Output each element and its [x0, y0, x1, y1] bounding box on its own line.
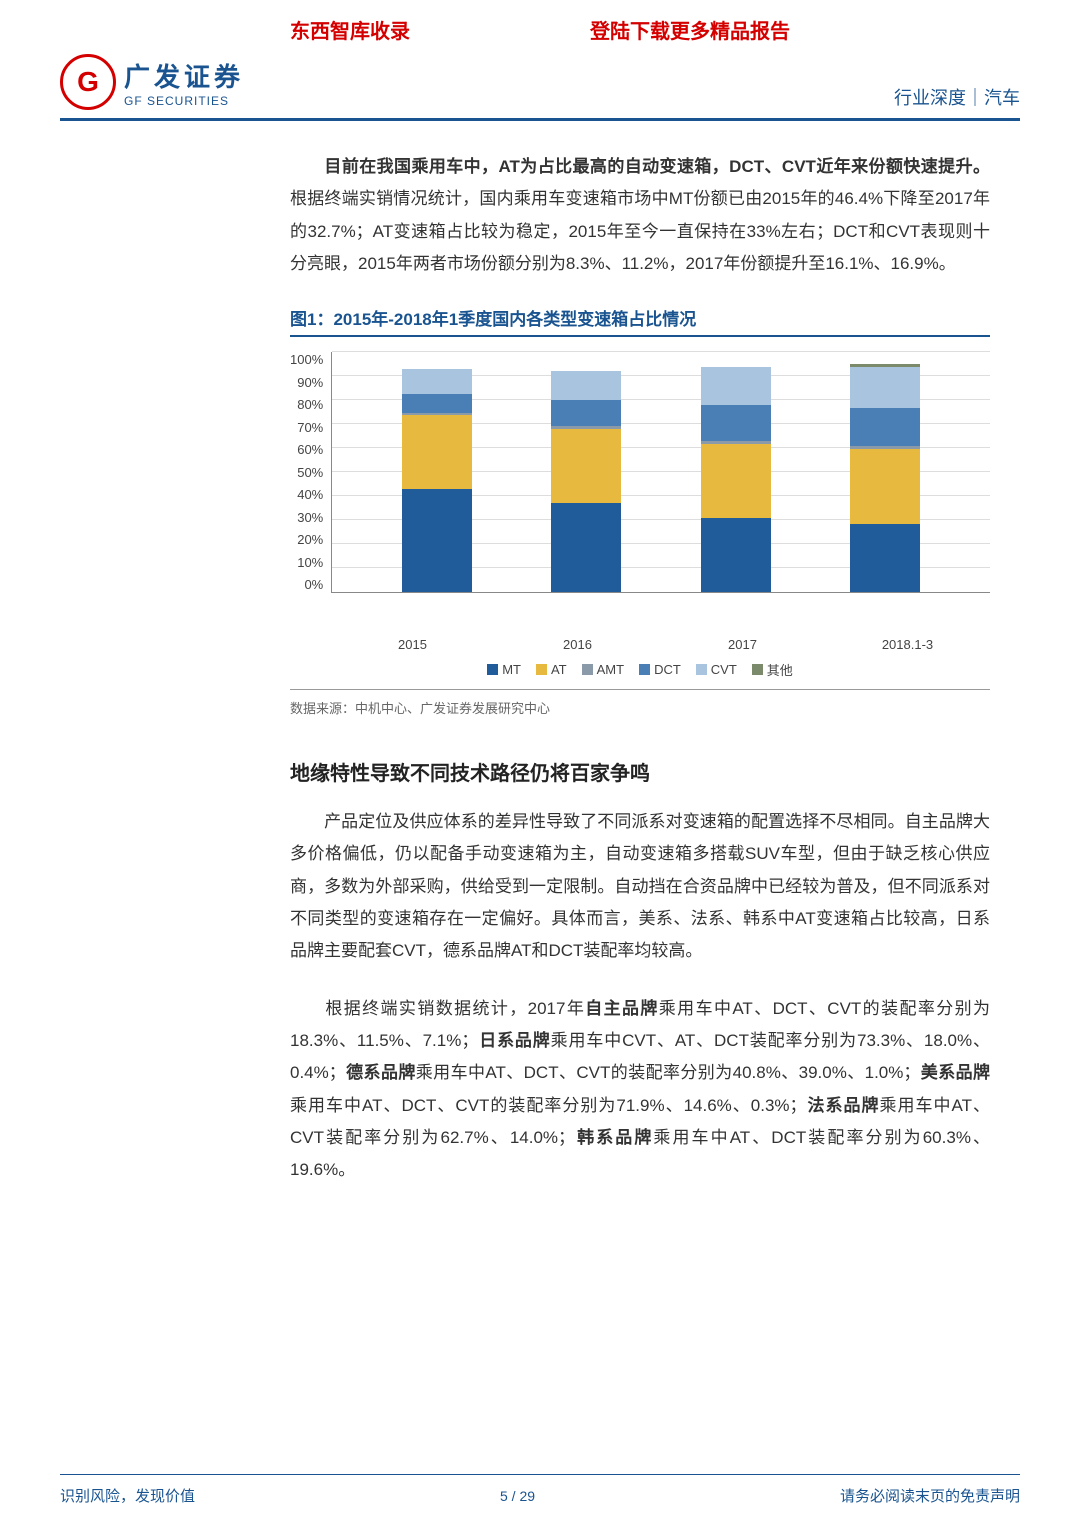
legend-item: DCT: [639, 660, 681, 679]
section-title: 地缘特性导致不同技术路径仍将百家争鸣: [290, 757, 990, 786]
chart-legend: MT AT AMT DCT CVT 其他: [290, 660, 990, 679]
paragraph-1: 目前在我国乘用车中，AT为占比最高的自动变速箱，DCT、CVT近年来份额快速提升…: [290, 151, 990, 280]
logo: G 广发证券 GF SECURITIES: [60, 54, 244, 110]
chart-bars: [332, 352, 990, 592]
logo-en: GF SECURITIES: [124, 94, 244, 108]
paragraph-2: 产品定位及供应体系的差异性导致了不同派系对变速箱的配置选择不尽相同。自主品牌大多…: [290, 806, 990, 967]
legend-item: MT: [487, 660, 521, 679]
p1-bold: 目前在我国乘用车中，AT为占比最高的自动变速箱，DCT、CVT近年来份额快速提升…: [324, 157, 990, 176]
top-left: 东西智库收录: [290, 15, 410, 44]
legend-item: AT: [536, 660, 567, 679]
p1-rest: 根据终端实销情况统计，国内乘用车变速箱市场中MT份额已由2015年的46.4%下…: [290, 189, 990, 273]
bar-column: [701, 367, 771, 593]
p2-text: 产品定位及供应体系的差异性导致了不同派系对变速箱的配置选择不尽相同。自主品牌大多…: [290, 812, 990, 960]
bar-column: [850, 364, 920, 592]
chart-source: 数据来源：中机中心、广发证券发展研究中心: [290, 689, 990, 717]
chart: 100%90%80%70%60%50%40%30%20%10%0% 201520…: [290, 352, 990, 679]
bar-column: [402, 369, 472, 592]
header-category: 行业深度｜汽车: [894, 84, 1020, 110]
chart-plot: [331, 352, 990, 593]
legend-item: AMT: [582, 660, 624, 679]
page-number: 5 / 29: [500, 1488, 535, 1504]
page-header: G 广发证券 GF SECURITIES 行业深度｜汽车: [60, 54, 1020, 121]
chart-title: 图1：2015年-2018年1季度国内各类型变速箱占比情况: [290, 305, 990, 337]
footer-right: 请务必阅读末页的免责声明: [840, 1485, 1020, 1506]
footer: 识别风险，发现价值 5 / 29 请务必阅读末页的免责声明: [60, 1474, 1020, 1506]
bar-column: [551, 371, 621, 592]
chart-xaxis: 2015201620172018.1-3: [290, 632, 990, 652]
footer-left: 识别风险，发现价值: [60, 1485, 195, 1506]
chart-yaxis: 100%90%80%70%60%50%40%30%20%10%0%: [290, 352, 331, 592]
logo-icon: G: [60, 54, 116, 110]
logo-cn: 广发证券: [124, 57, 244, 94]
top-bar: 东西智库收录 登陆下载更多精品报告: [60, 0, 1020, 54]
paragraph-3: 根据终端实销数据统计，2017年自主品牌乘用车中AT、DCT、CVT的装配率分别…: [290, 993, 990, 1187]
top-right: 登陆下载更多精品报告: [590, 15, 790, 44]
legend-item: CVT: [696, 660, 737, 679]
legend-item: 其他: [752, 660, 793, 679]
